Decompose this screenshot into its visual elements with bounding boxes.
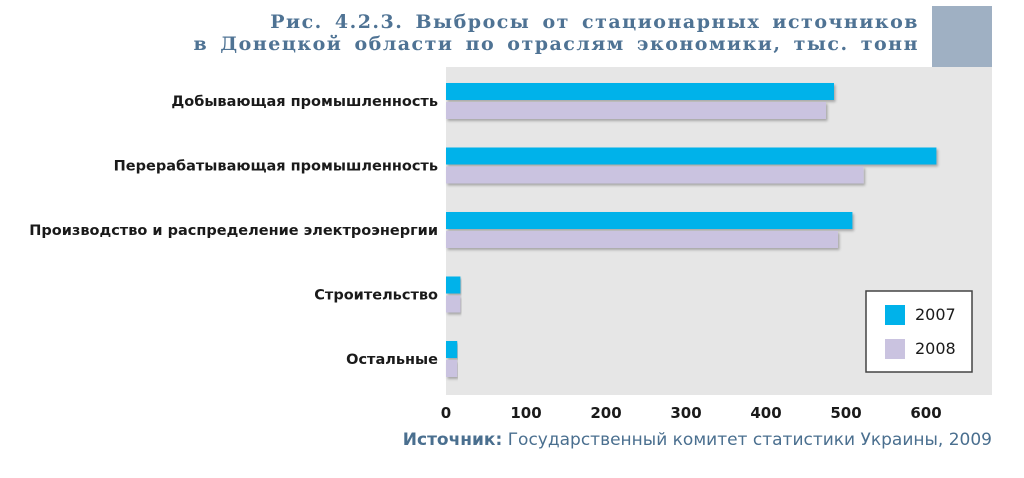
category-label-1: Добывающая промышленность bbox=[171, 94, 438, 110]
x-tick-label-500: 500 bbox=[830, 404, 861, 422]
bar-2007-1 bbox=[446, 83, 834, 100]
chart-title: Рис. 4.2.3. Выбросы от стационарных исто… bbox=[193, 11, 919, 55]
bar-2007-5 bbox=[446, 341, 458, 358]
legend-swatch-2007 bbox=[885, 305, 905, 325]
category-label-3: Производство и распределение электроэнер… bbox=[29, 223, 438, 239]
x-axis-ticks: 0 100 200 300 400 500 600 bbox=[441, 404, 942, 422]
chart-title-line-2: в Донецкой области по отраслям экономики… bbox=[193, 33, 919, 55]
bars-group bbox=[446, 83, 937, 377]
category-labels: Добывающая промышленность Перерабатывающа… bbox=[29, 94, 438, 368]
x-tick-label-400: 400 bbox=[750, 404, 781, 422]
category-label-4: Строительство bbox=[314, 288, 438, 304]
legend-label-2008: 2008 bbox=[915, 339, 956, 358]
category-label-2: Перерабатывающая промышленность bbox=[114, 159, 438, 175]
bar-2008-5 bbox=[446, 360, 458, 377]
x-tick-label-600: 600 bbox=[910, 404, 941, 422]
source-text: Государственный комитет статистики Украи… bbox=[507, 430, 992, 450]
chart-title-line-1: Рис. 4.2.3. Выбросы от стационарных исто… bbox=[270, 11, 919, 33]
bar-2008-4 bbox=[446, 295, 461, 313]
legend: 2007 2008 bbox=[865, 290, 973, 373]
bar-2008-2 bbox=[446, 166, 864, 184]
bar-2008-3 bbox=[446, 231, 838, 248]
source-note: Источник: Государственный комитет статис… bbox=[403, 430, 992, 450]
x-tick-label-300: 300 bbox=[670, 404, 701, 422]
x-tick-label-100: 100 bbox=[510, 404, 541, 422]
legend-box bbox=[865, 290, 973, 373]
bar-2008-1 bbox=[446, 102, 826, 119]
bar-2007-2 bbox=[446, 147, 937, 165]
bar-2007-4 bbox=[446, 276, 461, 294]
x-tick-label-0: 0 bbox=[441, 404, 451, 422]
source-label: Источник: bbox=[402, 430, 503, 450]
bar-2007-3 bbox=[446, 212, 853, 229]
x-tick-label-200: 200 bbox=[590, 404, 621, 422]
legend-label-2007: 2007 bbox=[915, 305, 956, 324]
category-label-5: Остальные bbox=[346, 352, 438, 368]
legend-swatch-2008 bbox=[885, 339, 905, 359]
